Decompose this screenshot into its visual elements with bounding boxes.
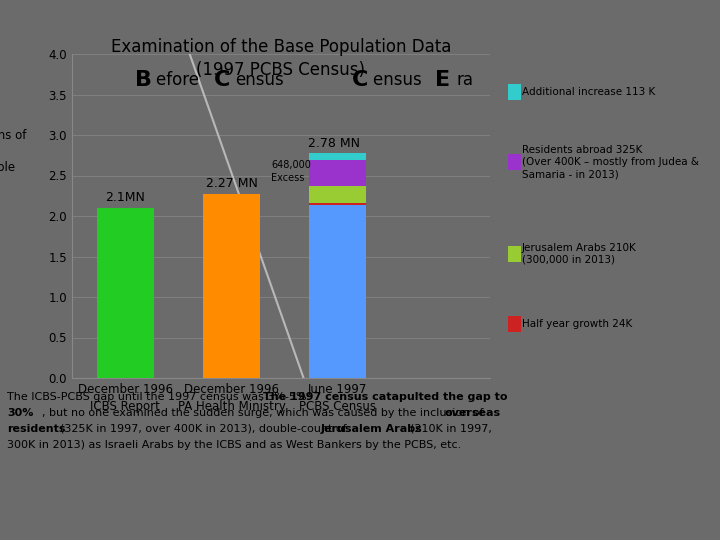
Text: (210K in 1997,: (210K in 1997, bbox=[410, 424, 492, 434]
Text: People: People bbox=[0, 161, 17, 174]
Text: Examination of the Base Population Data
(1997 PCBS Census): Examination of the Base Population Data … bbox=[111, 38, 451, 79]
Text: The 1997 census catapulted the gap to: The 1997 census catapulted the gap to bbox=[263, 392, 508, 402]
Text: 648,000
Excess: 648,000 Excess bbox=[271, 160, 311, 183]
Text: 2.27 MN: 2.27 MN bbox=[205, 177, 257, 190]
Text: Millions of: Millions of bbox=[0, 129, 27, 141]
Text: ra: ra bbox=[456, 71, 473, 89]
Text: The ICBS-PCBS gap until the 1997 census was 3%-5%.: The ICBS-PCBS gap until the 1997 census … bbox=[7, 392, 318, 402]
Text: 300K in 2013) as Israeli Arabs by the ICBS and as West Bankers by the PCBS, etc.: 300K in 2013) as Israeli Arabs by the IC… bbox=[7, 440, 462, 450]
Text: ensus: ensus bbox=[235, 71, 284, 89]
Text: Half year growth 24K: Half year growth 24K bbox=[522, 319, 632, 329]
Text: overseas: overseas bbox=[444, 408, 500, 418]
Bar bbox=[310, 204, 366, 205]
Text: Jerusalem Arabs: Jerusalem Arabs bbox=[320, 424, 422, 434]
Text: 2.1MN: 2.1MN bbox=[105, 191, 145, 204]
Bar bbox=[310, 186, 366, 204]
Text: Residents abroad 325K
(Over 400K – mostly from Judea &
Samaria - in 2013): Residents abroad 325K (Over 400K – mostl… bbox=[522, 145, 699, 179]
Text: ensus: ensus bbox=[373, 71, 427, 89]
Text: C: C bbox=[214, 70, 230, 90]
Bar bbox=[310, 205, 366, 378]
Text: 2.78 MN: 2.78 MN bbox=[308, 137, 360, 150]
Text: Additional increase 113 K: Additional increase 113 K bbox=[522, 87, 655, 97]
Bar bbox=[310, 160, 366, 186]
Text: E: E bbox=[436, 70, 451, 90]
Text: Jerusalem Arabs 210K
(300,000 in 2013): Jerusalem Arabs 210K (300,000 in 2013) bbox=[522, 242, 636, 265]
Text: C: C bbox=[352, 70, 368, 90]
Text: 30%: 30% bbox=[7, 408, 34, 418]
Bar bbox=[96, 208, 153, 378]
Text: B: B bbox=[135, 70, 152, 90]
Text: residents: residents bbox=[7, 424, 66, 434]
Text: efore: efore bbox=[156, 71, 204, 89]
Text: , but no one examined the sudden surge, which was caused by the inclusion of: , but no one examined the sudden surge, … bbox=[42, 408, 487, 418]
Text: (325K in 1997, over 400K in 2013), double-count of: (325K in 1997, over 400K in 2013), doubl… bbox=[60, 424, 350, 434]
Bar bbox=[310, 153, 366, 160]
Bar bbox=[203, 194, 260, 378]
